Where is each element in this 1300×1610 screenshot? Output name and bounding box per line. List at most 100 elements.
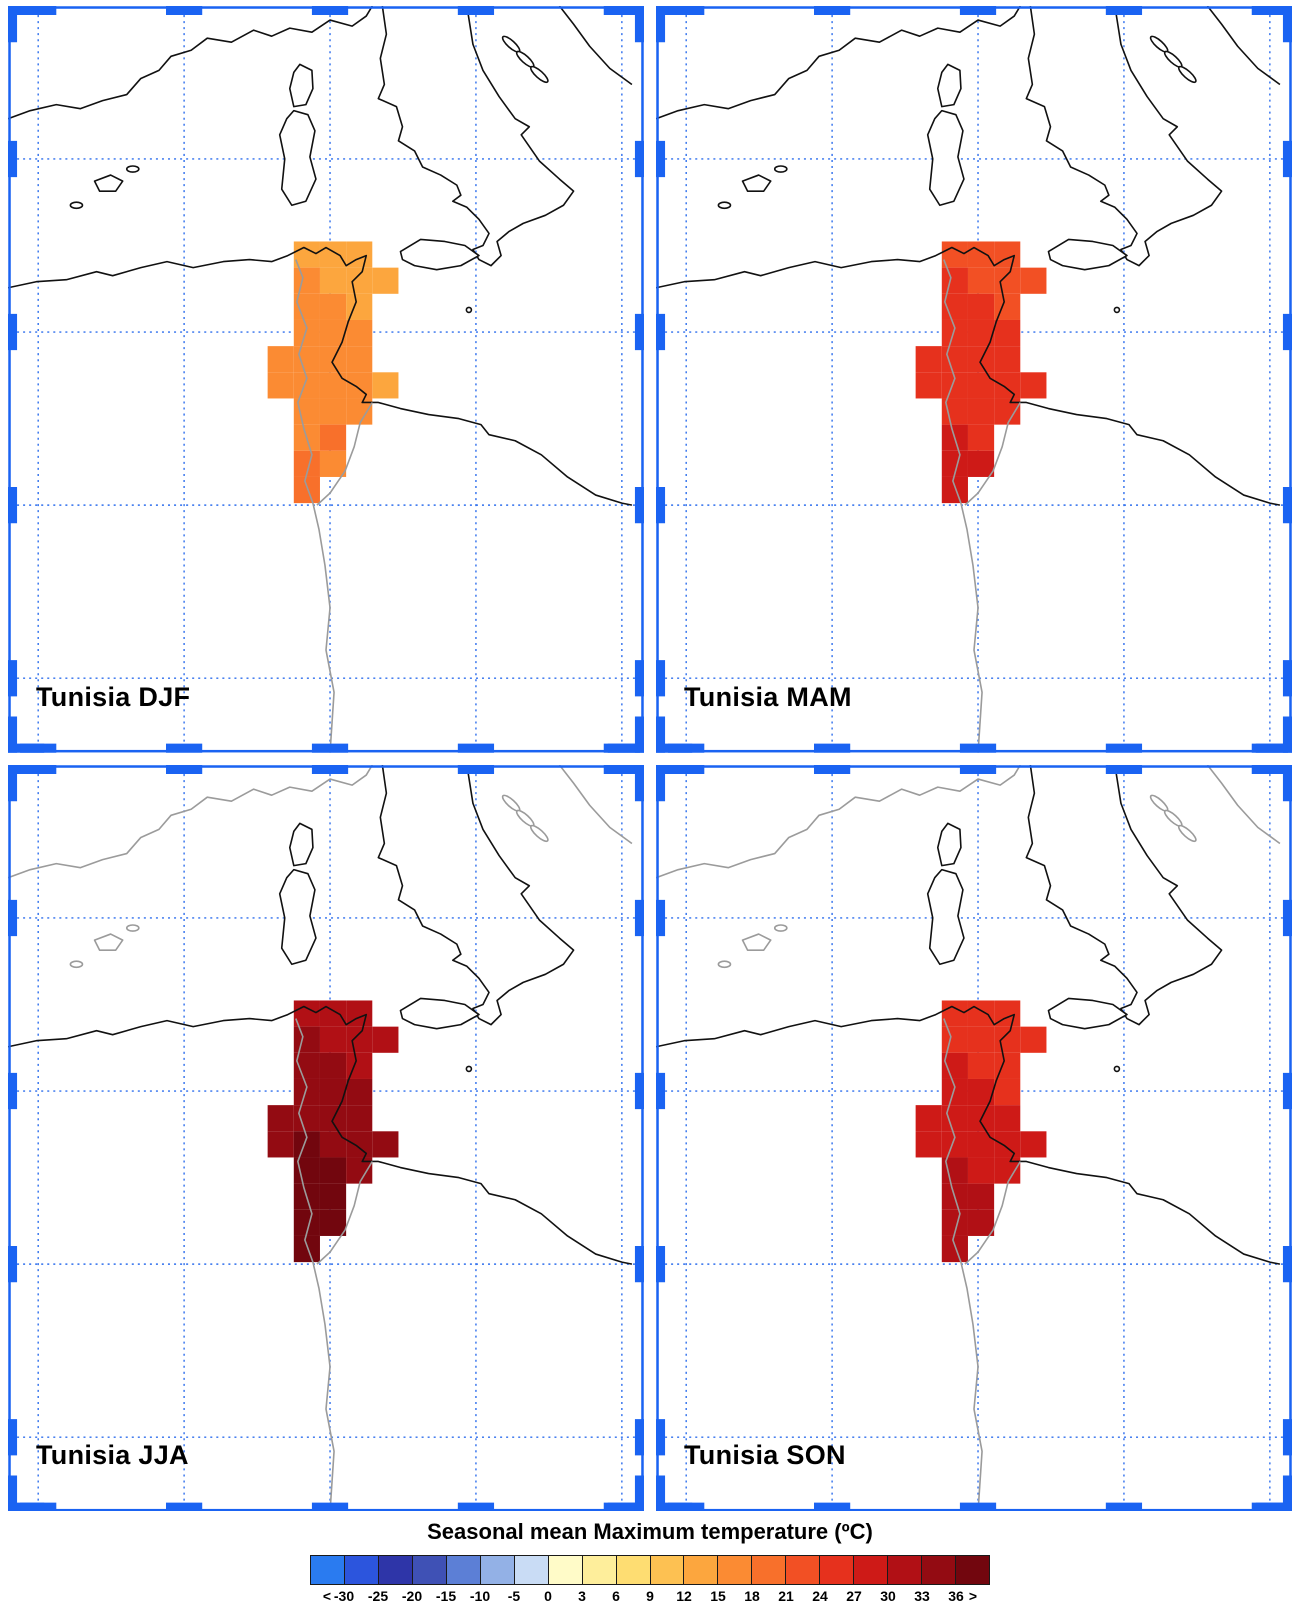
island-ibiza (69, 201, 84, 210)
temperature-cell (941, 1104, 968, 1131)
colorbar-swatch-8 (548, 1556, 583, 1585)
map-panel-son: Tunisia SON (656, 764, 1292, 1512)
temperature-cell (319, 424, 347, 451)
temperature-cell (967, 1026, 995, 1053)
coast-adriatic (1206, 6, 1281, 86)
colorbar-swatch-18 (888, 1556, 923, 1585)
coast-europe (656, 764, 1021, 879)
colorbar-tick-label: -30 (333, 1588, 355, 1605)
temperature-cell (293, 241, 320, 268)
temperature-cell (346, 372, 373, 399)
colorbar-swatch-2 (344, 1556, 379, 1585)
colorbar-swatch-10 (616, 1556, 651, 1585)
temperature-cells (267, 241, 399, 504)
temperature-cell (941, 1026, 968, 1053)
country-border (295, 259, 314, 504)
temperature-cell (967, 241, 995, 268)
island-sicily (1047, 997, 1128, 1030)
island-sardinia (278, 868, 317, 965)
panel-title-jja: Tunisia JJA (36, 1440, 189, 1471)
temperature-cell (319, 1026, 347, 1053)
temperature-cell (941, 267, 968, 294)
island-sardinia (926, 109, 965, 207)
temperature-cell (346, 1104, 373, 1131)
colorbar-tick-label: 12 (676, 1588, 692, 1605)
country-border (312, 1261, 335, 1512)
panel-title-djf: Tunisia DJF (36, 681, 191, 712)
temperature-cell (994, 1104, 1021, 1131)
adriatic-island (1177, 824, 1197, 842)
adriatic-island (1177, 65, 1197, 84)
country-borders (295, 259, 373, 753)
temperature-cell (293, 267, 320, 294)
island-corsica (936, 822, 962, 867)
colorbar-tick-label: 27 (846, 1588, 862, 1605)
colorbar-swatch-14 (752, 1556, 787, 1585)
island-malta (1113, 1065, 1121, 1072)
temperature-cell (319, 372, 347, 399)
country-border (943, 1017, 962, 1263)
coast-north-africa (656, 1005, 1281, 1265)
temperature-cell (967, 450, 995, 477)
island-sicily (399, 997, 480, 1030)
temperature-cell (372, 372, 399, 399)
temperature-cell (967, 1183, 995, 1210)
country-borders (943, 1017, 1021, 1512)
temperature-cell (915, 1104, 942, 1131)
coast-adriatic (558, 764, 633, 844)
coastline (8, 6, 633, 506)
temperature-cell (994, 319, 1021, 347)
temperature-cell (293, 1000, 320, 1027)
temperature-cell (293, 346, 320, 373)
colorbar-swatch-17 (854, 1556, 889, 1585)
temperature-cell (994, 372, 1021, 399)
temperature-cell (967, 1000, 995, 1027)
temperature-cell (967, 424, 995, 451)
island-sicily (1047, 238, 1128, 271)
temperature-cell (941, 319, 968, 347)
temperature-cell (319, 398, 347, 425)
temperature-cell (967, 1130, 995, 1158)
coast-europe (8, 764, 373, 879)
temperature-cell (319, 1209, 347, 1236)
temperature-cell (372, 1130, 399, 1158)
temperature-cell (319, 293, 347, 320)
coastline (656, 6, 1281, 506)
legend: Seasonal mean Maximum temperature (ºC) <… (0, 1519, 1300, 1610)
panel-title-son: Tunisia SON (684, 1440, 846, 1471)
coast-italy (1025, 6, 1223, 267)
country-borders (943, 259, 1021, 753)
coast-north-africa (656, 246, 1281, 506)
island-ibiza (717, 201, 732, 210)
colorbar-tick-label: > (968, 1588, 978, 1605)
temperature-cell (293, 1104, 320, 1131)
map-canvas-mam (656, 6, 1292, 753)
temperature-cell (915, 372, 942, 399)
island-sardinia (278, 109, 317, 207)
temperature-cell (293, 476, 320, 504)
temperature-cell (994, 346, 1021, 373)
coast-adriatic (1206, 764, 1281, 844)
map-panel-jja: Tunisia JJA (8, 764, 644, 1512)
island-mallorca (93, 932, 124, 951)
temperature-cell (346, 1026, 373, 1053)
temperature-cells (915, 241, 1047, 504)
colorbar-tick-label: -15 (435, 1588, 457, 1605)
country-border (316, 1160, 373, 1265)
colorbar-swatch-15 (786, 1556, 821, 1585)
temperature-cell (967, 1157, 995, 1184)
colorbar-wrap: < -30 -25 -20 -15 -10 -5 0 3 6 9 12 15 18 21 24 27 30 33 36… (310, 1555, 990, 1610)
colorbar-swatch-12 (684, 1556, 719, 1585)
temperature-cell (372, 267, 399, 294)
temperature-cell (967, 267, 995, 294)
island-malta (1113, 306, 1121, 314)
coast-north-africa (8, 1005, 633, 1265)
colorbar-tick-label: -20 (401, 1588, 423, 1605)
colorbar-tick-label: 15 (710, 1588, 726, 1605)
frame-ticks (656, 764, 1292, 1512)
temperature-cell (319, 1183, 347, 1210)
colorbar-tick-label: 30 (880, 1588, 896, 1605)
frame-ticks (8, 6, 644, 753)
temperature-cell (319, 1157, 347, 1184)
temperature-cell (267, 372, 294, 399)
